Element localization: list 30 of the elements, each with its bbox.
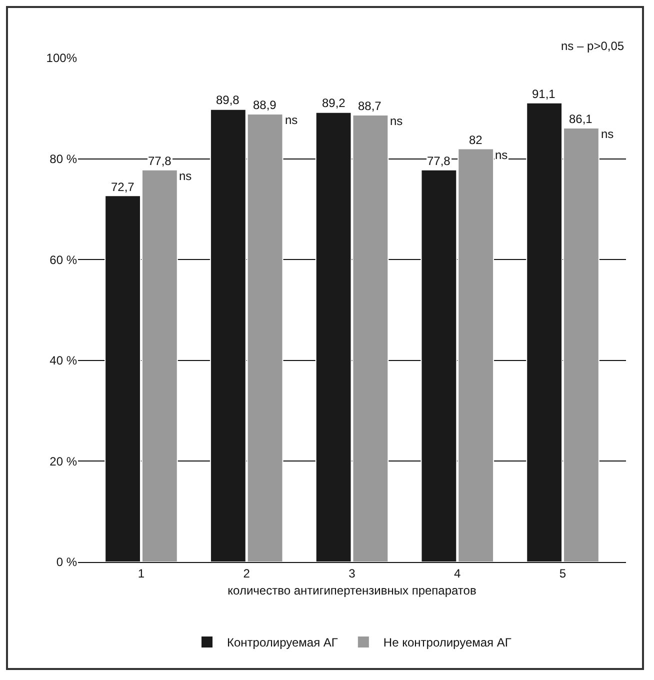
y-tick-label: 100% xyxy=(46,51,78,66)
annotation: ns xyxy=(285,113,298,127)
data-label: 86,1 xyxy=(569,112,593,126)
x-tick-label: 5 xyxy=(559,566,566,580)
data-label: 72,7 xyxy=(111,180,135,194)
x-tick-label: 1 xyxy=(138,566,145,580)
y-tick-label: 40 % xyxy=(50,354,78,368)
x-tick-label: 3 xyxy=(348,566,356,580)
annotation: ns xyxy=(390,114,403,128)
x-tick-label: 4 xyxy=(454,566,462,580)
y-tick-label: 60 % xyxy=(50,252,78,267)
y-tick-label: 20 % xyxy=(50,454,78,468)
x-axis-title: количество антигипертензивных препаратов xyxy=(228,583,476,598)
annotation: ns xyxy=(601,127,614,141)
text: ns – p>0,05 xyxy=(561,39,624,53)
annotation: ns xyxy=(179,169,192,183)
data-label: 77,8 xyxy=(148,154,172,168)
legend-label: Не контролируемая АГ xyxy=(383,636,512,650)
y-tick-label: 0 % xyxy=(56,555,78,570)
legend-label: Контролируемая АГ xyxy=(227,636,338,650)
annotation: ns xyxy=(495,148,508,162)
data-label: 77,8 xyxy=(427,154,451,168)
data-label: 88,7 xyxy=(358,99,382,113)
data-label: 89,8 xyxy=(216,93,240,107)
data-label: 89,2 xyxy=(322,96,346,110)
y-tick-label: 80 % xyxy=(50,152,78,166)
data-label: 88,9 xyxy=(253,98,277,112)
data-label: 91,1 xyxy=(532,87,556,101)
x-tick-label: 2 xyxy=(243,566,250,580)
data-label: 82 xyxy=(469,133,483,147)
